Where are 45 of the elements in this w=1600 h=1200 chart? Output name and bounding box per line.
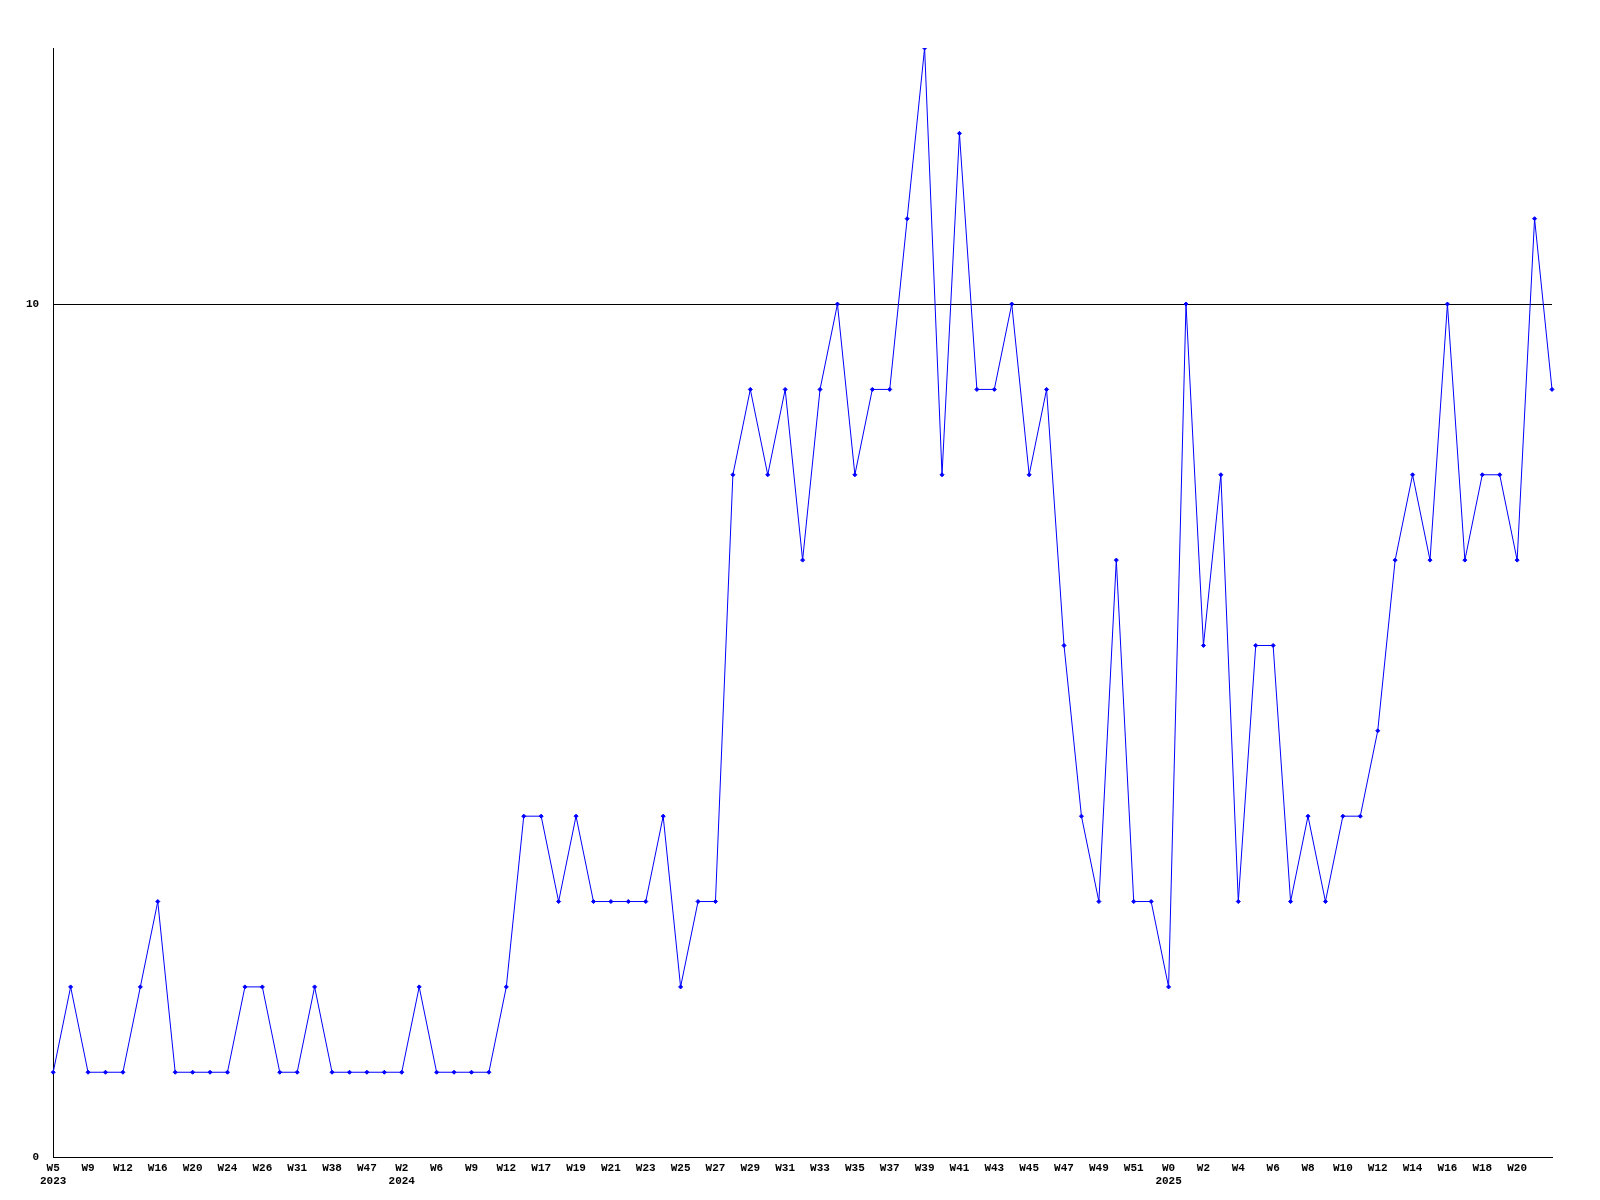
x-tick-label: W43	[984, 1161, 1005, 1174]
x-tick-label: W9	[81, 1161, 95, 1174]
x-tick-label: W41	[949, 1161, 970, 1174]
x-tick-label: W27	[705, 1161, 726, 1174]
x-tick-label: W20	[1507, 1161, 1528, 1174]
x-tick-label: W31	[287, 1161, 308, 1174]
x-tick-label: W16	[1437, 1161, 1458, 1174]
x-tick-label: W45	[1019, 1161, 1040, 1174]
y-tick-label: 0	[32, 1151, 40, 1164]
x-tick-label: W19	[566, 1161, 586, 1174]
x-tick-label: W24	[217, 1161, 238, 1174]
x-tick-label: W38	[322, 1161, 343, 1174]
x-tick-label: W35	[844, 1161, 866, 1174]
x-tick-label: W14	[1402, 1161, 1423, 1174]
x-tick-label: W20	[182, 1161, 203, 1174]
x-tick-label: W17	[531, 1161, 552, 1174]
x-tick-label: W2	[1196, 1161, 1211, 1174]
x-tick-label: W5 2023	[40, 1161, 67, 1188]
x-tick-label: W37	[879, 1161, 900, 1174]
x-tick-label: W23	[635, 1161, 657, 1174]
y-tick-label: 10	[26, 297, 40, 310]
x-tick-label: W47	[1054, 1161, 1074, 1174]
x-tick-label: W26	[252, 1161, 273, 1174]
x-tick-label: W16	[147, 1161, 168, 1174]
x-tick-label: W4	[1231, 1161, 1246, 1174]
x-tick-label: W29	[740, 1161, 761, 1174]
x-tick-label: W10	[1332, 1161, 1353, 1174]
x-tick-label: W6	[1266, 1161, 1280, 1174]
x-tick-label: W12	[496, 1161, 517, 1174]
x-tick-label: W33	[810, 1161, 831, 1174]
x-tick-label: W47	[357, 1161, 377, 1174]
x-tick-label: W0 2025	[1155, 1161, 1183, 1188]
x-tick-label: W25	[670, 1161, 691, 1174]
x-tick-label: W8	[1301, 1161, 1316, 1174]
x-tick-label: W39	[914, 1161, 935, 1174]
x-tick-label: W9	[464, 1161, 479, 1174]
x-tick-label: W12	[1367, 1161, 1388, 1174]
x-tick-label: W12	[113, 1161, 133, 1174]
x-tick-label: W2 2024	[388, 1161, 416, 1188]
x-tick-label: W31	[775, 1161, 796, 1174]
x-tick-label: W18	[1472, 1161, 1493, 1174]
x-tick-label: W51	[1123, 1161, 1145, 1174]
x-tick-label: W49	[1088, 1161, 1109, 1174]
x-tick-label: W6	[430, 1161, 444, 1174]
x-tick-label: W21	[600, 1161, 622, 1174]
